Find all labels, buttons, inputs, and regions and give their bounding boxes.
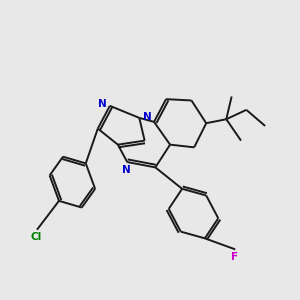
- Text: N: N: [142, 112, 151, 122]
- Text: N: N: [98, 100, 106, 110]
- Text: F: F: [231, 252, 238, 262]
- Text: N: N: [122, 165, 130, 175]
- Text: Cl: Cl: [31, 232, 42, 242]
